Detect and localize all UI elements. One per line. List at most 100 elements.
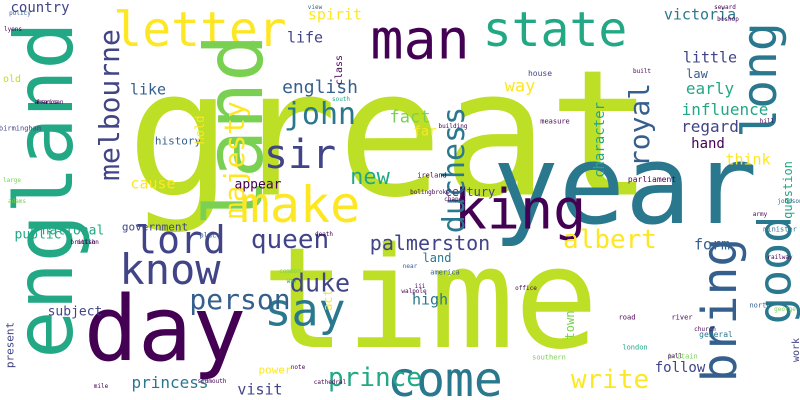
word-high: high bbox=[411, 290, 449, 309]
word-state: state bbox=[482, 2, 628, 58]
word-make: make bbox=[239, 176, 361, 234]
word-railway: railway bbox=[767, 254, 793, 261]
word-come: come bbox=[387, 352, 503, 400]
word-work: work bbox=[791, 337, 800, 363]
word-measure: measure bbox=[540, 117, 570, 126]
word-south: south bbox=[331, 96, 351, 103]
word-majesty: majesty bbox=[218, 100, 251, 220]
word-note: note bbox=[290, 364, 306, 371]
word-say: say bbox=[264, 283, 346, 337]
word-old: old bbox=[2, 74, 22, 85]
word-walpole: walpole bbox=[401, 288, 427, 295]
word-national: national bbox=[41, 223, 105, 239]
word-subject: subject bbox=[47, 304, 103, 320]
word-birmingham: birmingham bbox=[0, 124, 42, 133]
word-church: church bbox=[694, 326, 716, 333]
word-melbourne: melbourne bbox=[93, 29, 126, 181]
word-mile: mile bbox=[93, 383, 109, 390]
word-george: george bbox=[774, 306, 796, 313]
word-regard: regard bbox=[681, 117, 739, 136]
word-letter: letter bbox=[113, 2, 287, 58]
word-chapel: chapel bbox=[444, 196, 466, 203]
word-hill: hill bbox=[759, 118, 775, 125]
word-death: death bbox=[314, 231, 334, 238]
word-man: man bbox=[370, 7, 470, 72]
word-parliament: parliament bbox=[627, 175, 677, 184]
word-history: history bbox=[154, 134, 202, 148]
word-american: american bbox=[34, 99, 64, 106]
word-ireland: ireland bbox=[417, 171, 447, 180]
word-royal: royal bbox=[623, 82, 656, 168]
word-follow: follow bbox=[654, 360, 706, 376]
word-duke: duke bbox=[289, 268, 351, 298]
word-present: present bbox=[3, 321, 17, 369]
word-army: army bbox=[752, 211, 768, 218]
word-visit: visit bbox=[237, 380, 283, 399]
word-john: john bbox=[283, 97, 357, 132]
word-town: town bbox=[563, 310, 577, 340]
word-america: america bbox=[430, 268, 460, 277]
word-north: north bbox=[749, 301, 771, 310]
word-person: person bbox=[189, 283, 291, 316]
word-house: house bbox=[527, 69, 553, 78]
word-question: question bbox=[781, 161, 795, 219]
word-seward: seward bbox=[714, 4, 736, 11]
word-motion: motion bbox=[77, 239, 99, 246]
word-common: common bbox=[279, 268, 301, 275]
word-know: know bbox=[119, 245, 221, 294]
word-palmerston: palmerston bbox=[369, 231, 491, 255]
word-policy: policy bbox=[9, 10, 31, 17]
word-sir: sir bbox=[263, 132, 337, 178]
word-influence: influence bbox=[681, 100, 769, 119]
word-public: public bbox=[14, 227, 62, 243]
word-london: london bbox=[622, 343, 648, 352]
word-large: large bbox=[2, 177, 22, 184]
word-hold: hold bbox=[193, 115, 207, 145]
word-bishop: bishop bbox=[717, 16, 739, 23]
word-place: place bbox=[199, 231, 221, 240]
word-english: english bbox=[282, 77, 358, 98]
word-class: class bbox=[334, 54, 345, 86]
word-cause: cause bbox=[130, 174, 176, 193]
word-road: road bbox=[618, 313, 636, 322]
word-war: war bbox=[286, 278, 298, 285]
word-far: far bbox=[413, 124, 437, 140]
word-built: built bbox=[632, 68, 652, 75]
word-queen: queen bbox=[250, 225, 330, 255]
word-albert: albert bbox=[563, 225, 657, 255]
word-lyons: lyons bbox=[3, 26, 23, 33]
word-building: building bbox=[438, 123, 468, 130]
word-johnson: johnson bbox=[777, 198, 800, 205]
word-southern: southern bbox=[532, 353, 566, 362]
word-land: land bbox=[422, 251, 452, 265]
word-general: general bbox=[699, 330, 733, 339]
word-power: power bbox=[258, 363, 292, 377]
word-country: country bbox=[10, 0, 70, 16]
word-britain: britain bbox=[668, 352, 698, 361]
word-little: little bbox=[682, 48, 738, 67]
word-king: king bbox=[453, 177, 587, 242]
word-new: new bbox=[350, 165, 390, 190]
word-character: character bbox=[592, 102, 608, 178]
word-near: near bbox=[402, 263, 418, 270]
word-bolingbroke: bolingbroke bbox=[410, 189, 450, 196]
word-prince: prince bbox=[328, 363, 422, 393]
word-day: day bbox=[83, 277, 247, 382]
word-government: government bbox=[121, 220, 189, 234]
word-write: write bbox=[570, 365, 650, 395]
word-great: great bbox=[126, 33, 654, 237]
word-early: early bbox=[685, 79, 735, 98]
word-think: think bbox=[725, 150, 771, 169]
word-way: way bbox=[504, 76, 536, 97]
word-minister: minister bbox=[763, 225, 797, 234]
word-princess: princess bbox=[131, 373, 209, 392]
word-office: office bbox=[515, 285, 537, 292]
word-year: year bbox=[492, 121, 758, 249]
word-view: view bbox=[307, 4, 323, 11]
word-river: river bbox=[671, 313, 693, 322]
word-france: france bbox=[36, 99, 58, 106]
word-iii: iii bbox=[414, 283, 426, 290]
word-century: century bbox=[444, 185, 496, 199]
word-life: life bbox=[286, 28, 324, 47]
